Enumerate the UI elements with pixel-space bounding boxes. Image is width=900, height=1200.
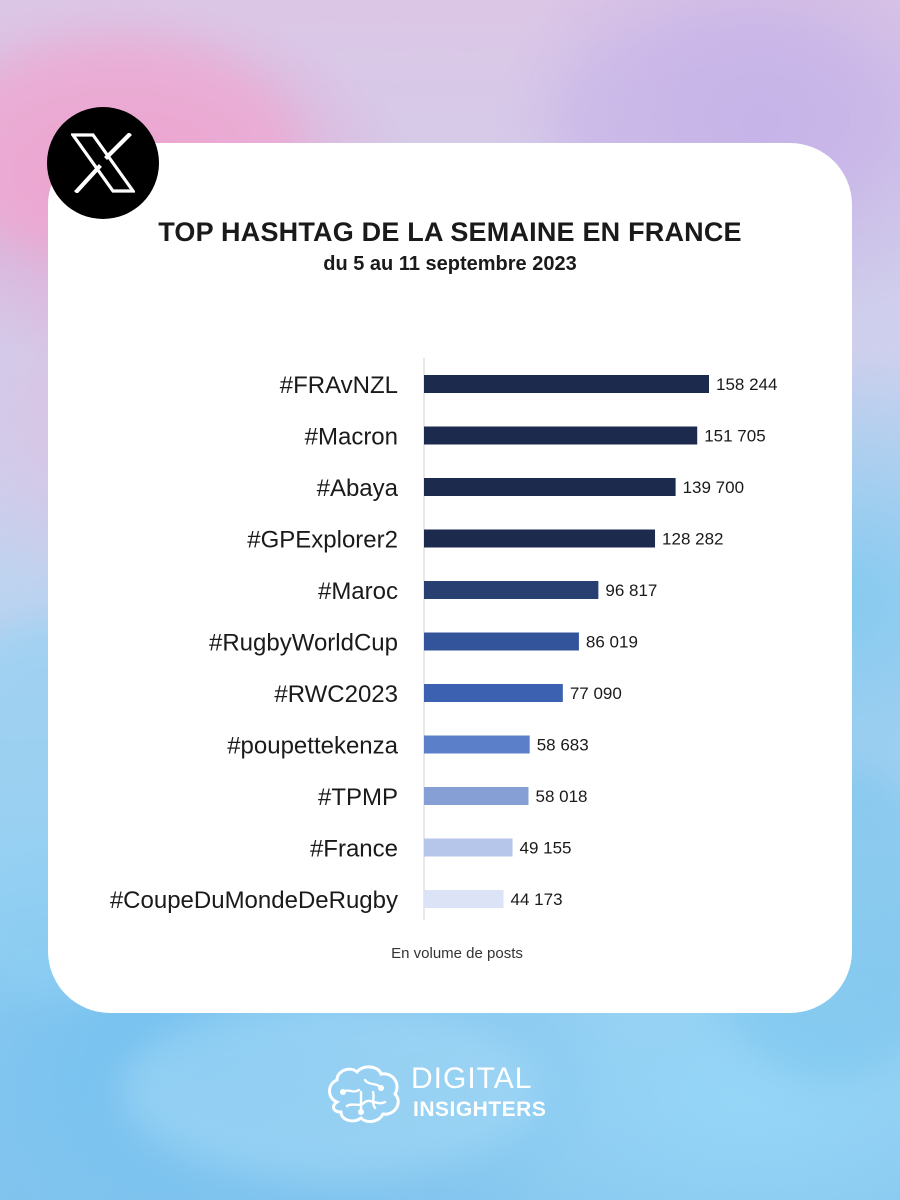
chart-subtitle: du 5 au 11 septembre 2023 [323, 253, 577, 275]
data-label: 139 700 [683, 478, 744, 497]
category-label: #FRAvNZL [280, 372, 398, 399]
category-label: #GPExplorer2 [247, 527, 398, 554]
category-label: #France [310, 836, 398, 863]
data-label: 44 173 [511, 890, 563, 909]
bar [424, 581, 599, 599]
category-label: #poupettekenza [227, 733, 398, 760]
bar [424, 684, 563, 702]
x-logo-badge [47, 107, 159, 219]
category-label: #Abaya [317, 475, 399, 502]
category-label: #RugbyWorldCup [209, 630, 398, 657]
brand-name-line2: INSIGHTERS [413, 1098, 547, 1121]
brand-logo: DIGITAL INSIGHTERS [325, 1060, 585, 1130]
category-label: #RWC2023 [274, 681, 398, 708]
brain-icon [328, 1065, 400, 1123]
data-label: 96 817 [605, 581, 657, 600]
bar [424, 478, 676, 496]
data-label: 128 282 [662, 530, 723, 549]
bar [424, 787, 529, 805]
category-label: #Macron [305, 424, 398, 451]
x-logo-icon [71, 133, 135, 193]
data-label: 77 090 [570, 684, 622, 703]
category-label: #Maroc [318, 578, 398, 605]
data-label: 151 705 [704, 427, 765, 446]
brand-name-line1: DIGITAL [411, 1062, 533, 1095]
bar [424, 890, 504, 908]
bar [424, 632, 579, 651]
bar [424, 375, 709, 393]
chart-footnote: En volume de posts [391, 945, 523, 962]
category-label: #TPMP [318, 784, 398, 811]
data-label: 158 244 [716, 375, 777, 394]
chart-card [48, 143, 852, 1013]
bar [424, 735, 530, 754]
data-label: 49 155 [520, 839, 572, 858]
bar [424, 426, 698, 445]
bar [424, 529, 656, 548]
data-label: 58 683 [537, 736, 589, 755]
chart-title: TOP HASHTAG DE LA SEMAINE EN FRANCE [158, 217, 742, 247]
data-label: 86 019 [586, 633, 638, 652]
data-label: 58 018 [535, 787, 587, 806]
bar [424, 838, 513, 857]
category-label: #CoupeDuMondeDeRugby [110, 887, 398, 914]
